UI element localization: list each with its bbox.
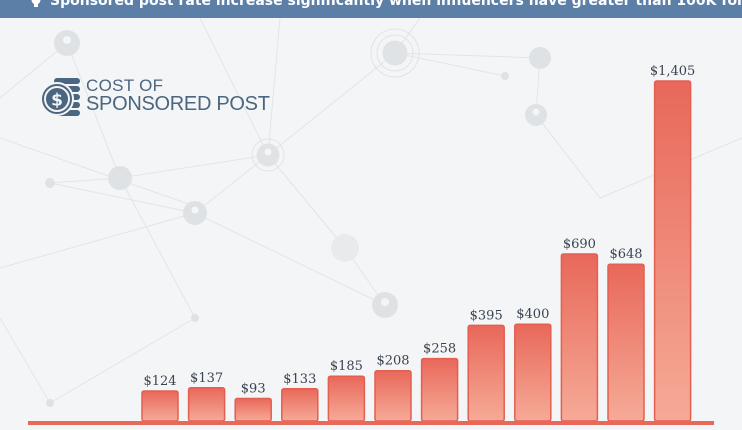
bar-value-label: $400 — [516, 307, 549, 322]
bar-9 — [560, 253, 599, 422]
dollar-coin-stack-icon: $ — [40, 78, 80, 116]
bar-10 — [607, 263, 645, 422]
bar-7 — [467, 324, 505, 422]
bar-value-label: $690 — [563, 237, 596, 252]
bar-value-label: $133 — [283, 372, 316, 387]
network-background — [0, 18, 742, 407]
bar-value-label: $124 — [143, 374, 176, 389]
bar-value-label: $185 — [330, 359, 363, 374]
bar-2 — [234, 397, 272, 422]
bar-3 — [281, 388, 319, 422]
chart-logo: $ COST OF SPONSORED POST — [40, 76, 270, 120]
bar-4 — [327, 375, 366, 422]
lightbulb-icon — [31, 0, 41, 7]
logo-title-line2: SPONSORED POST — [86, 93, 270, 115]
bar-value-label: $93 — [241, 382, 266, 397]
bar-11 — [653, 80, 692, 422]
bar-value-label: $208 — [376, 354, 409, 369]
bar-1 — [187, 387, 226, 422]
bar-value-label: $1,405 — [650, 64, 696, 79]
headline-banner: Sponsored post rate increase significant… — [0, 0, 742, 18]
bar-value-label: $258 — [423, 342, 456, 357]
logo-title-line1: COST OF — [86, 76, 164, 95]
bar-value-label: $395 — [470, 308, 503, 323]
bar-0 — [141, 390, 179, 422]
bar-8 — [514, 323, 552, 422]
headline-text: Sponsored post rate increase significant… — [50, 0, 742, 9]
bar-value-label: $137 — [190, 371, 223, 386]
bar-5 — [374, 369, 412, 422]
bar-6 — [420, 357, 459, 422]
bar-value-label: $648 — [609, 247, 642, 262]
svg-text:$: $ — [51, 91, 63, 111]
